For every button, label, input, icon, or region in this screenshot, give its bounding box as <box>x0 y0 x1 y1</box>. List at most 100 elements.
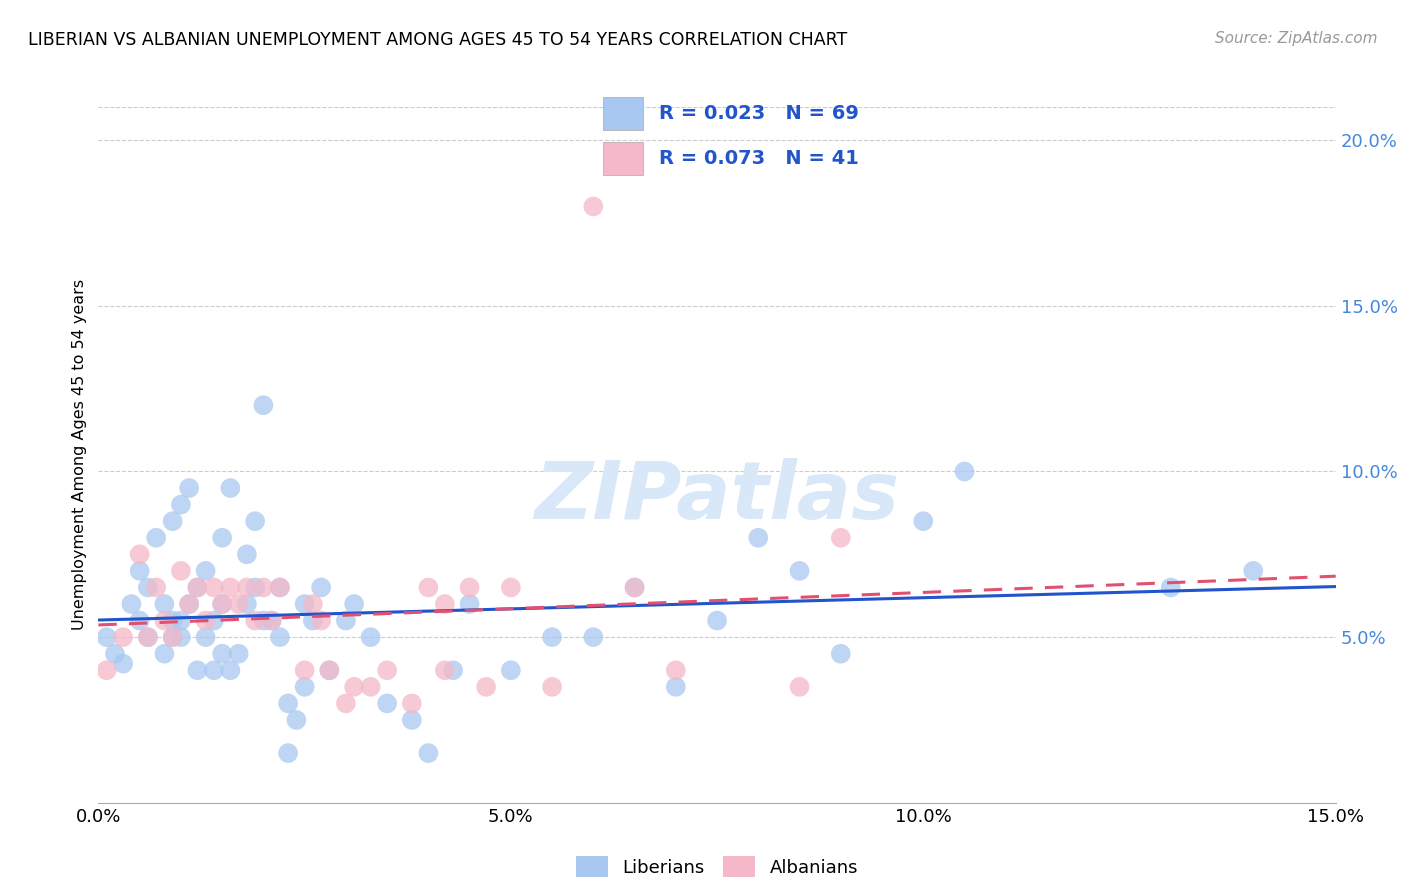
Point <box>186 581 208 595</box>
Point <box>475 680 498 694</box>
Text: R = 0.023   N = 69: R = 0.023 N = 69 <box>658 104 859 123</box>
Point <box>499 663 522 677</box>
Point <box>747 531 769 545</box>
Point <box>219 581 242 595</box>
Point <box>170 614 193 628</box>
Point <box>202 614 225 628</box>
Point <box>294 663 316 677</box>
Point <box>136 581 159 595</box>
Legend: Liberians, Albanians: Liberians, Albanians <box>568 849 866 884</box>
Point <box>302 614 325 628</box>
Point <box>335 614 357 628</box>
Point <box>179 597 201 611</box>
Point <box>120 597 142 611</box>
Bar <box>603 97 643 130</box>
Point <box>360 680 382 694</box>
Point <box>145 531 167 545</box>
Point <box>236 547 259 561</box>
Point <box>309 614 332 628</box>
Point <box>96 663 118 677</box>
Point <box>541 630 564 644</box>
Point <box>194 614 217 628</box>
Point <box>269 630 291 644</box>
Point <box>260 614 283 628</box>
Point <box>162 614 184 628</box>
Point <box>343 597 366 611</box>
Point <box>179 597 201 611</box>
Point <box>243 514 266 528</box>
Point <box>789 564 811 578</box>
Point <box>228 597 250 611</box>
Point <box>375 697 398 711</box>
Point <box>211 531 233 545</box>
Point <box>104 647 127 661</box>
Point <box>136 630 159 644</box>
Point <box>401 713 423 727</box>
Point <box>136 630 159 644</box>
Point <box>318 663 340 677</box>
Point <box>343 680 366 694</box>
Point <box>202 581 225 595</box>
Point <box>170 630 193 644</box>
Point <box>153 647 176 661</box>
Point <box>211 597 233 611</box>
Point <box>236 581 259 595</box>
Point <box>953 465 976 479</box>
Point <box>1241 564 1264 578</box>
Point <box>360 630 382 644</box>
Point <box>162 630 184 644</box>
Point <box>170 498 193 512</box>
Point <box>830 531 852 545</box>
Point <box>433 663 456 677</box>
Point <box>665 663 688 677</box>
Point <box>162 514 184 528</box>
Point <box>162 630 184 644</box>
Point <box>499 581 522 595</box>
Point <box>294 597 316 611</box>
Point <box>252 398 274 412</box>
Point <box>194 630 217 644</box>
Point <box>623 581 645 595</box>
Bar <box>603 142 643 175</box>
Point <box>252 581 274 595</box>
Point <box>243 614 266 628</box>
Point <box>912 514 935 528</box>
Y-axis label: Unemployment Among Ages 45 to 54 years: Unemployment Among Ages 45 to 54 years <box>72 279 87 631</box>
Point <box>285 713 308 727</box>
Point <box>186 663 208 677</box>
Point <box>441 663 464 677</box>
Point <box>202 663 225 677</box>
Point <box>243 581 266 595</box>
Text: Source: ZipAtlas.com: Source: ZipAtlas.com <box>1215 31 1378 46</box>
Point <box>112 630 135 644</box>
Point <box>418 581 440 595</box>
Point <box>260 614 283 628</box>
Point <box>153 614 176 628</box>
Point <box>96 630 118 644</box>
Point <box>153 597 176 611</box>
Point <box>211 647 233 661</box>
Point <box>830 647 852 661</box>
Point <box>269 581 291 595</box>
Point <box>401 697 423 711</box>
Point <box>128 547 150 561</box>
Point <box>269 581 291 595</box>
Point <box>112 657 135 671</box>
Point <box>665 680 688 694</box>
Point <box>458 581 481 595</box>
Point <box>277 746 299 760</box>
Point <box>219 481 242 495</box>
Point <box>335 697 357 711</box>
Point <box>194 564 217 578</box>
Point <box>623 581 645 595</box>
Point <box>128 564 150 578</box>
Point <box>582 630 605 644</box>
Point <box>302 597 325 611</box>
Point <box>433 597 456 611</box>
Point <box>211 597 233 611</box>
Point <box>318 663 340 677</box>
Point <box>252 614 274 628</box>
Point <box>186 581 208 595</box>
Text: R = 0.073   N = 41: R = 0.073 N = 41 <box>658 149 859 168</box>
Point <box>375 663 398 677</box>
